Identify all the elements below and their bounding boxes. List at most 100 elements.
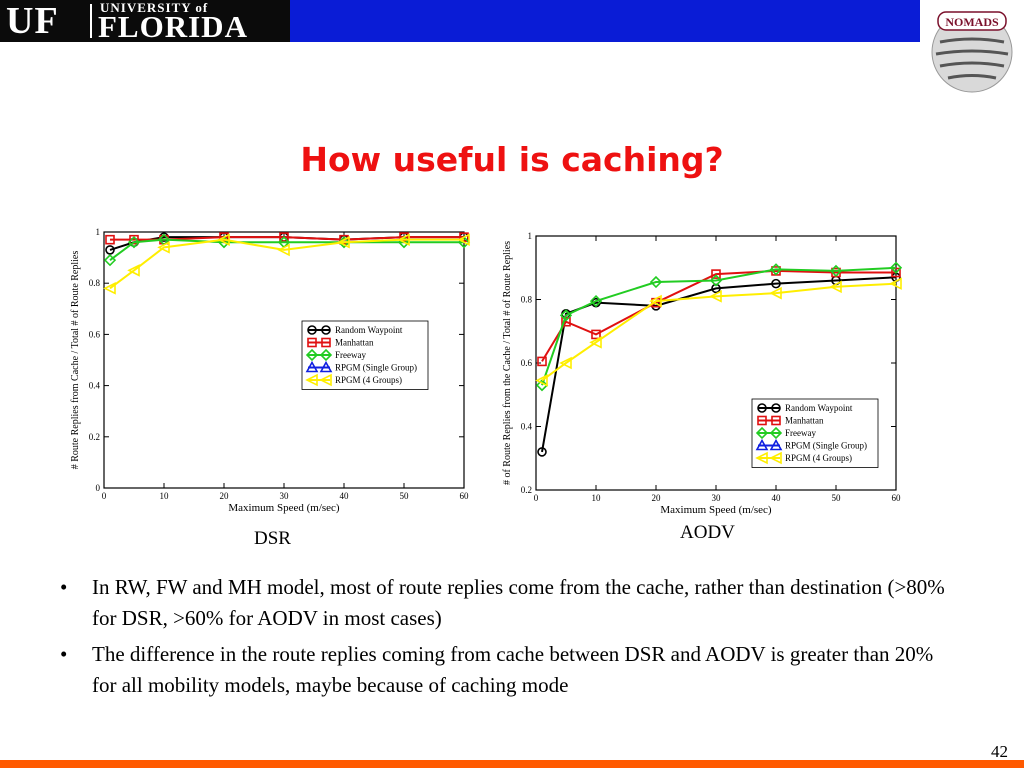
x-tick-label: 10 xyxy=(160,491,170,501)
legend-marker xyxy=(307,337,317,348)
data-point xyxy=(889,261,903,274)
y-tick-label: 0.8 xyxy=(521,295,533,305)
data-point xyxy=(105,245,115,255)
bullet-text: In RW, FW and MH model, most of route re… xyxy=(92,575,945,630)
legend-marker xyxy=(307,325,317,335)
bullet-text: The difference in the route replies comi… xyxy=(92,642,934,697)
legend-marker xyxy=(321,325,331,335)
page-number: 42 xyxy=(991,742,1008,761)
legend-marker xyxy=(319,360,333,373)
series-rpgm-4-groups- xyxy=(535,277,902,387)
data-point xyxy=(127,236,141,249)
footer-bar xyxy=(0,760,1024,768)
x-tick-label: 40 xyxy=(340,491,350,501)
legend-label: RPGM (4 Groups) xyxy=(785,453,852,463)
y-tick-label: 0.6 xyxy=(89,329,101,339)
legend-label: Manhattan xyxy=(785,416,824,426)
series-freeway xyxy=(535,261,903,392)
y-tick-label: 1 xyxy=(96,227,101,237)
data-point xyxy=(157,241,170,254)
data-point xyxy=(337,235,350,249)
legend-label: RPGM (Single Group) xyxy=(335,363,417,373)
data-point xyxy=(277,243,290,257)
legend-marker xyxy=(755,438,769,451)
data-point xyxy=(769,286,782,300)
legend-marker xyxy=(755,426,769,440)
data-point xyxy=(397,233,410,246)
x-tick-label: 50 xyxy=(400,491,410,501)
data-point xyxy=(217,233,230,246)
legend-marker xyxy=(755,451,768,465)
bullet-item: • The difference in the route replies co… xyxy=(60,639,960,701)
legend-marker xyxy=(305,373,318,387)
data-point xyxy=(829,280,842,294)
legend-marker xyxy=(319,348,333,362)
legend-marker xyxy=(769,426,783,440)
legend-label: RPGM (Single Group) xyxy=(785,441,867,451)
y-tick-label: 0.2 xyxy=(521,485,532,495)
uf-logo: UF UNIVERSITY of FLORIDA xyxy=(0,0,290,42)
legend: Random Waypoint Manhattan Freeway RPGM (Sin… xyxy=(301,320,429,390)
data-point xyxy=(103,254,117,267)
y-tick-label: 0.8 xyxy=(89,278,101,288)
data-point xyxy=(589,294,603,308)
legend-marker xyxy=(771,403,781,413)
data-point xyxy=(829,264,843,278)
legend-marker xyxy=(757,415,767,426)
dsr-chart-caption: DSR xyxy=(254,528,291,549)
legend: Random Waypoint Manhattan Freeway RPGM (Sin… xyxy=(751,398,879,468)
data-point xyxy=(129,234,139,245)
nomads-logo-text: NOMADS xyxy=(945,15,999,29)
data-point xyxy=(649,275,663,289)
aodv-chart-caption: AODV xyxy=(680,522,735,543)
legend-marker xyxy=(305,360,319,373)
data-point xyxy=(339,234,349,245)
data-point xyxy=(457,233,470,246)
legend-label: Freeway xyxy=(785,428,816,438)
nomads-logo: NOMADS xyxy=(931,11,1013,93)
data-point xyxy=(709,274,723,287)
data-point xyxy=(589,336,602,349)
data-point xyxy=(771,278,781,289)
data-point xyxy=(279,232,289,242)
data-point xyxy=(127,264,140,277)
x-tick-label: 0 xyxy=(102,491,107,501)
y-tick-label: 1 xyxy=(528,231,533,241)
series-line xyxy=(109,238,464,290)
bullet-dot: • xyxy=(60,575,68,599)
data-point xyxy=(535,374,548,387)
x-tick-label: 20 xyxy=(220,491,230,501)
legend-label: Freeway xyxy=(335,350,366,360)
x-tick-label: 50 xyxy=(832,493,842,503)
x-tick-label: 20 xyxy=(652,493,662,503)
dsr-chart: 0 10 20 30 40 50 60 0 0.2 0.4 0.6 0.8 1 Maximum Speed… xyxy=(70,227,471,514)
bullet-item: • In RW, FW and MH model, most of route … xyxy=(60,572,960,634)
uf-logo-divider xyxy=(90,4,92,38)
legend-marker xyxy=(305,348,319,362)
data-point xyxy=(649,294,662,308)
x-tick-label: 60 xyxy=(892,493,902,503)
data-point xyxy=(103,282,116,295)
y-tick-label: 0.6 xyxy=(521,358,533,368)
x-tick-label: 10 xyxy=(592,493,602,503)
data-point xyxy=(105,234,115,245)
y-tick-label: 0.4 xyxy=(521,422,533,432)
slide-title: How useful is caching? xyxy=(300,140,724,179)
x-tick-label: 60 xyxy=(460,491,470,501)
y-tick-label: 0 xyxy=(96,483,101,493)
plot-area: 0 10 20 30 40 50 60 0.2 0.4 0.6 0.8 1 Maximum Speed … xyxy=(502,231,901,516)
data-point xyxy=(537,356,547,367)
bullet-dot: • xyxy=(60,642,68,666)
plot-area: 0 10 20 30 40 50 60 0 0.2 0.4 0.6 0.8 1 Maximum Speed… xyxy=(70,227,469,514)
legend-marker xyxy=(319,373,332,387)
data-point xyxy=(709,290,722,303)
data-point xyxy=(769,263,783,276)
legend-label: Random Waypoint xyxy=(335,325,403,335)
data-point xyxy=(889,277,902,290)
x-axis-label: Maximum Speed (m/sec) xyxy=(660,504,772,516)
legend-label: RPGM (4 Groups) xyxy=(335,375,402,385)
legend-marker xyxy=(757,403,767,413)
legend-marker xyxy=(771,415,781,426)
series-line xyxy=(541,269,896,362)
data-point xyxy=(535,379,549,392)
